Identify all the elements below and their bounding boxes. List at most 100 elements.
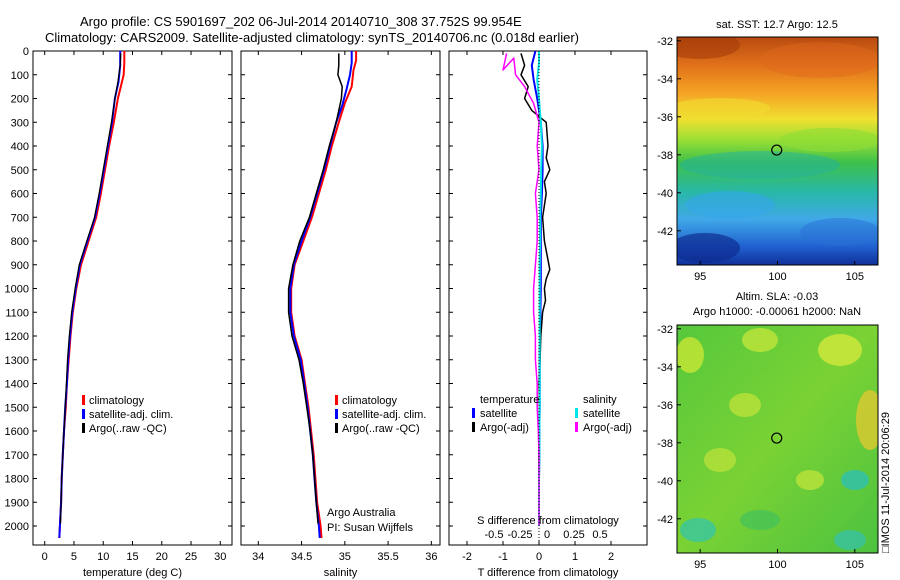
x-axis-label: salinity — [324, 567, 358, 579]
y-tick-label: 2000 — [5, 521, 29, 533]
y-tick-label: 700 — [11, 212, 29, 224]
sst-map-title: sat. SST: 12.7 Argo: 12.5 — [716, 19, 838, 31]
map-y-tick-label: -42 — [657, 514, 673, 526]
y-tick-label: 900 — [11, 260, 29, 272]
sla-low-patch — [680, 518, 716, 542]
legend-label: satellite — [583, 408, 620, 420]
sst-warm-patch — [760, 42, 878, 78]
figure-title-line-2: Climatology: CARS2009. Satellite-adjuste… — [45, 30, 580, 45]
legend-label: Argo(-adj) — [480, 422, 529, 434]
map-x-tick-label: 95 — [694, 271, 706, 283]
x-tick-label: 5 — [71, 551, 77, 563]
y-tick-label: 800 — [11, 236, 29, 248]
y-tick-label: 300 — [11, 117, 29, 129]
salinity-plot: 34 34.5 35 35.5 36 salinity climatology satelli… — [241, 50, 440, 579]
x-tick-label: 35.5 — [377, 551, 398, 563]
top-axis-tick-label: 0.25 — [563, 529, 584, 541]
sla-map-title-line-2: Argo h1000: -0.00061 h2000: NaN — [693, 306, 861, 318]
sla-low-patch — [841, 470, 869, 490]
source-annotation: PI: Susan Wijffels — [327, 522, 413, 534]
legend-label: climatology — [342, 395, 398, 407]
top-axis-tick-label: 0 — [544, 529, 550, 541]
map-y-tick-label: -40 — [657, 188, 673, 200]
top-axis-tick-label: -0.5 — [485, 529, 504, 541]
x-axis-label: T difference from climatology — [478, 567, 619, 579]
x-tick-label: 2 — [608, 551, 614, 563]
map-x-tick-label: 105 — [846, 271, 864, 283]
y-tick-label: 100 — [11, 70, 29, 82]
sst-cool-patch — [680, 151, 840, 179]
x-tick-label: -1 — [498, 551, 508, 563]
x-tick-label: -2 — [462, 551, 472, 563]
sla-high-patch — [742, 328, 778, 352]
x-tick-label: 10 — [97, 551, 109, 563]
legend-label: satellite-adj. clim. — [89, 409, 173, 421]
x-tick-label: 30 — [214, 551, 226, 563]
x-tick-label: 0 — [42, 551, 48, 563]
legend-heading: temperature — [480, 394, 539, 406]
difference-plot-frame — [448, 50, 648, 546]
top-axis-tick-label: 0.5 — [592, 529, 607, 541]
map-y-tick-label: -40 — [657, 476, 673, 488]
map-x-tick-label: 105 — [846, 559, 864, 571]
map-x-tick-label: 100 — [768, 559, 786, 571]
sla-low-patch — [740, 510, 780, 530]
y-tick-label: 1700 — [5, 450, 29, 462]
difference-plot: -2 -1 0 1 2 T difference from climatology -0.5… — [449, 50, 647, 579]
legend-swatch — [335, 423, 338, 433]
y-tick-label: 400 — [11, 141, 29, 153]
x-tick-label: 20 — [156, 551, 168, 563]
map-y-tick-label: -38 — [657, 438, 673, 450]
sst-cool-patch — [685, 191, 775, 219]
sla-low-patch — [834, 530, 866, 550]
argo-position-marker — [771, 432, 783, 444]
legend-swatch — [82, 423, 85, 433]
sla-high-patch — [729, 393, 761, 417]
y-tick-label: 1100 — [5, 307, 29, 319]
series-line-climatology — [290, 51, 358, 538]
legend-swatch — [82, 395, 85, 405]
legend-swatch — [575, 422, 578, 432]
top-axis-label: S difference from climatology — [477, 515, 619, 527]
legend-swatch — [575, 408, 578, 418]
map-y-tick-label: -38 — [657, 150, 673, 162]
sst-map-features — [677, 37, 878, 263]
sla-high-patch — [856, 390, 878, 450]
sst-cold-patch — [677, 233, 740, 263]
map-y-tick-label: -34 — [657, 74, 673, 86]
sla-high-patch — [704, 448, 736, 472]
legend-label: satellite-adj. clim. — [342, 409, 426, 421]
top-axis-tick-label: -0.25 — [507, 529, 532, 541]
legend-label: climatology — [89, 395, 145, 407]
y-tick-label: 600 — [11, 189, 29, 201]
x-tick-label: 34 — [252, 551, 264, 563]
sst-front-patch — [677, 98, 770, 118]
series-line-t_argo — [520, 53, 551, 524]
sla-map-features — [677, 328, 878, 550]
figure-title-line-1: Argo profile: CS 5901697_202 06-Jul-2014… — [80, 14, 522, 29]
series-line-s_argo — [502, 53, 540, 526]
argo-position-marker — [771, 144, 783, 156]
sst-warm-patch — [677, 37, 740, 59]
map-y-tick-label: -36 — [657, 400, 673, 412]
legend-swatch — [472, 408, 475, 418]
legend-swatch — [335, 409, 338, 419]
legend-label: Argo(..raw -QC) — [89, 423, 167, 435]
x-tick-label: 36 — [425, 551, 437, 563]
source-annotation: Argo Australia — [327, 507, 396, 519]
legend-swatch — [335, 395, 338, 405]
y-tick-label: 0 — [23, 46, 29, 58]
salinity-plot-frame — [240, 50, 441, 546]
x-tick-label: 34.5 — [291, 551, 312, 563]
map-y-tick-label: -32 — [657, 324, 673, 336]
map-y-tick-label: -32 — [657, 36, 673, 48]
y-tick-label: 200 — [11, 94, 29, 106]
series-line-argo — [59, 53, 122, 524]
sst-map: sat. SST: 12.7 Argo: 12.5 95 100 105 -32 -34… — [657, 19, 879, 283]
y-tick-label: 1000 — [5, 284, 29, 296]
legend-swatch — [472, 422, 475, 432]
x-tick-label: 35 — [339, 551, 351, 563]
x-tick-label: 25 — [185, 551, 197, 563]
x-tick-label: 1 — [572, 551, 578, 563]
